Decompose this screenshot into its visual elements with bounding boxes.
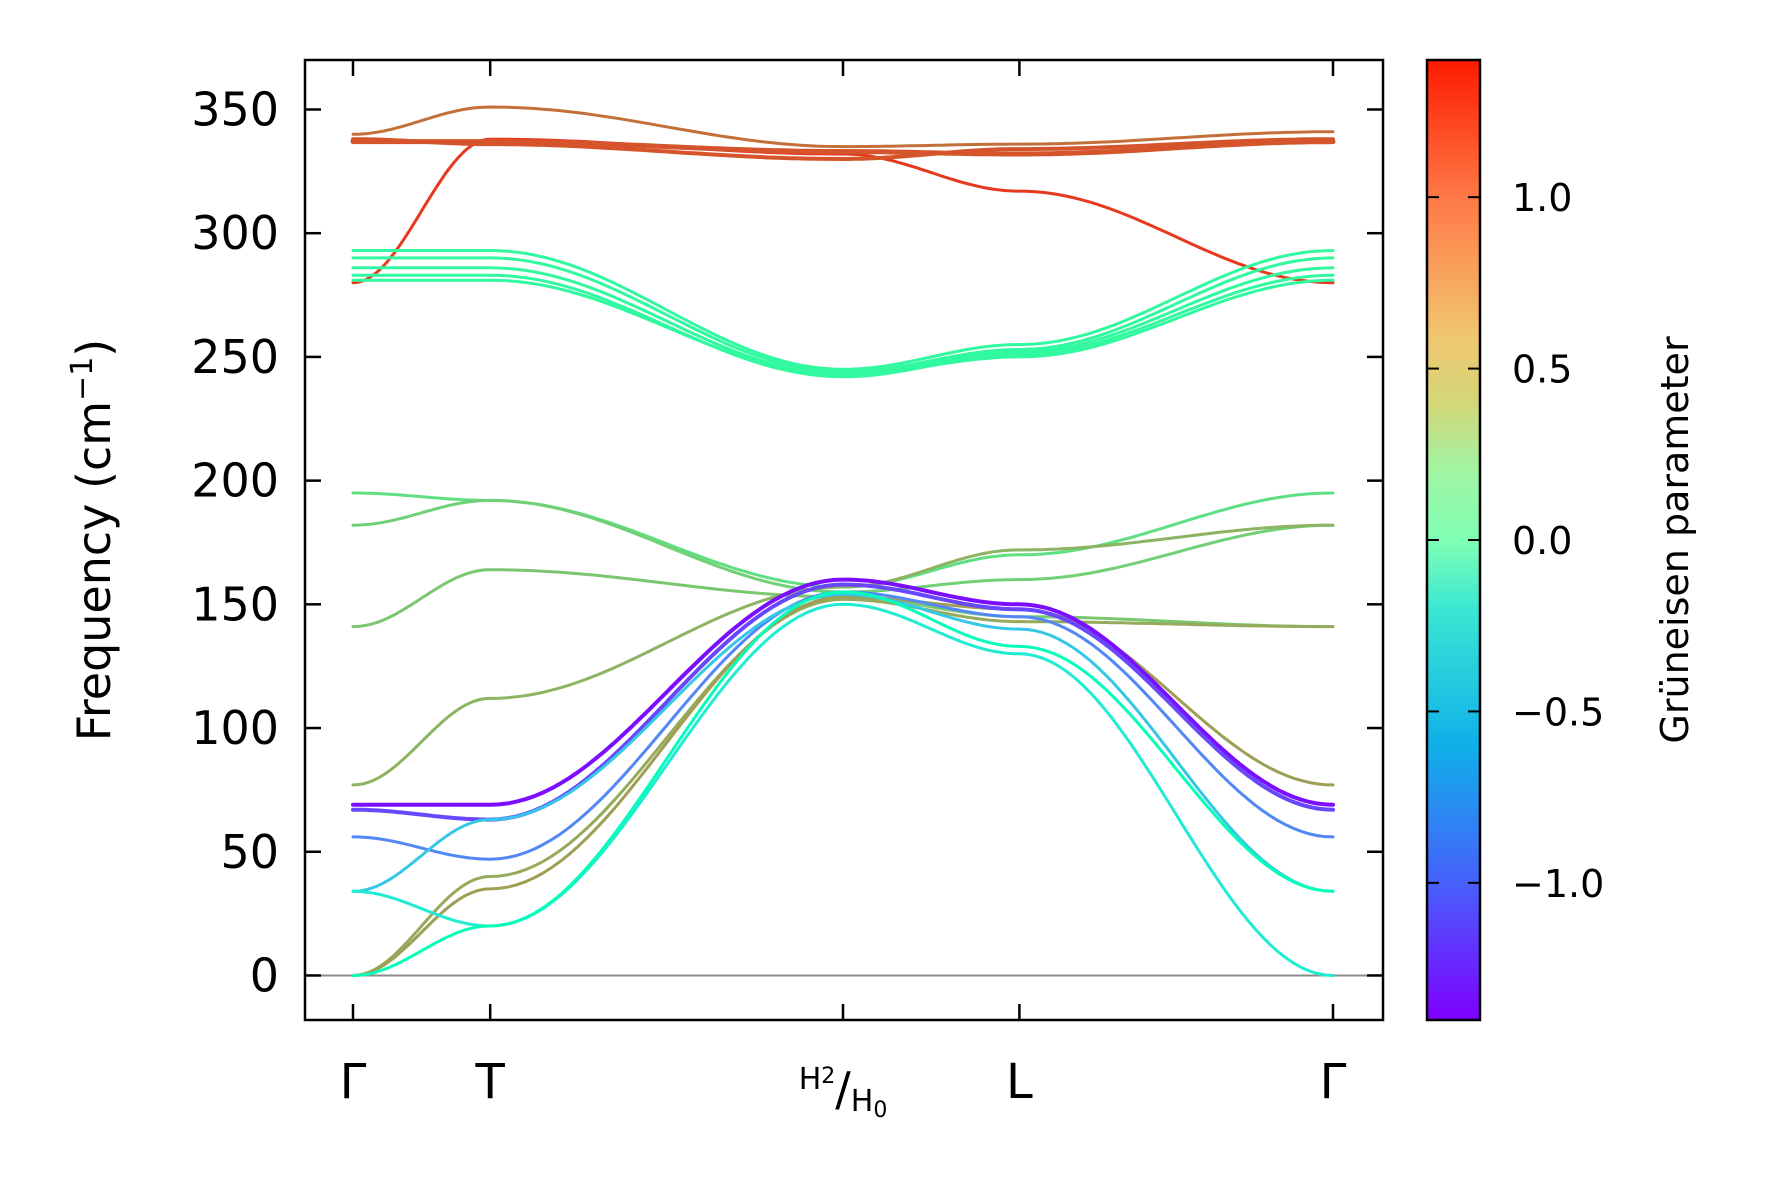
y-tick-label-0: 0 [250,948,279,1002]
band-line-4 [351,105,1335,149]
phonon-bands [350,105,1336,977]
band-line-5 [351,249,1335,371]
band-line-7 [351,266,1335,376]
y-tick-label-250: 250 [191,330,279,384]
colorbar-ticks: 1.0 0.5 0.0 −0.5 −1.0 [1427,176,1604,906]
band-line-13 [351,523,1335,787]
y-tick-label-50: 50 [220,825,279,879]
y-axis-label-text: Frequency (cm [67,401,121,741]
x-tick-label-4: Γ [1320,1054,1347,1110]
band-line-17 [351,582,1335,822]
colorbar-tick-label-0: 1.0 [1512,176,1572,220]
band-line-14 [351,597,1335,977]
colorbar-tick-label-2: 0.0 [1512,519,1572,563]
x-tick-label-1: T [475,1054,506,1110]
colorbar-tick-label-4: −1.0 [1512,862,1604,906]
colorbar-tick-label-1: 0.5 [1512,348,1572,392]
y-tick-label-300: 300 [191,206,279,260]
y-tick-label-150: 150 [191,577,279,631]
band-line-20 [351,602,1335,977]
colorbar-label: Grüneisen parameter [1653,336,1697,744]
y-axis-label-superscript: −1 [65,357,100,401]
x-tick-label-3: L [1006,1054,1033,1110]
band-line-9 [351,278,1335,376]
band-line-3 [351,137,1335,161]
axes-frame [303,58,1385,1022]
band-line-19 [351,592,1335,893]
band-line-16 [351,577,1335,807]
x-tick-label-h2-h0: H2/H0 [799,1062,888,1123]
x-tick-labels: Γ T H2/H0 L Γ [340,1054,1347,1123]
y-tick-label-350: 350 [191,82,279,136]
y-tick-label-100: 100 [191,701,279,755]
y-tick-labels: 0 50 100 150 200 250 300 350 [191,82,279,1002]
band-line-8 [351,273,1335,379]
y-tick-label-200: 200 [191,454,279,508]
band-line-15 [351,595,1335,977]
x-tick-label-0: Γ [340,1054,367,1110]
colorbar-tick-label-3: −0.5 [1512,690,1604,734]
band-line-10 [351,491,1335,589]
band-line-21 [351,590,1335,977]
y-axis-label-close: ) [67,339,121,357]
y-axis-label: Frequency (cm−1) [65,339,121,742]
band-line-6 [351,256,1335,374]
